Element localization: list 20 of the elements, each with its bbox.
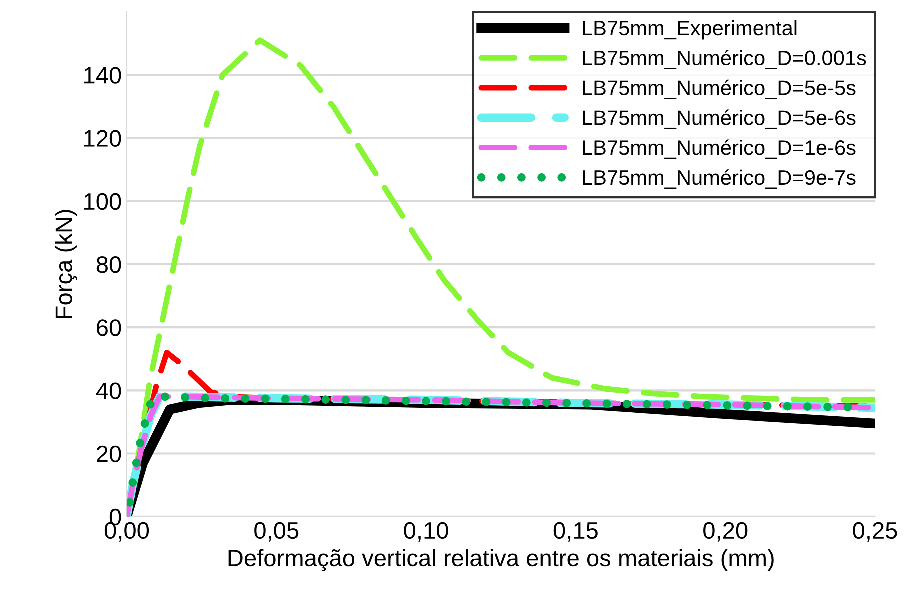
y-tick-label: 40 xyxy=(96,382,122,400)
legend-label: LB75mm_Numérico_D=5e-5s xyxy=(583,80,856,100)
x-tick-label: 0,20 xyxy=(704,522,748,542)
legend-label: LB75mm_Experimental xyxy=(583,20,797,40)
x-tick-label: 0,10 xyxy=(404,522,448,542)
x-axis-title: Deformação vertical relativa entre os materiais (mm) xyxy=(228,549,774,572)
legend-label: LB75mm_Numérico_D=0.001s xyxy=(583,50,866,70)
y-tick-label: 80 xyxy=(96,256,122,274)
x-tick-label: 0,25 xyxy=(853,522,898,542)
y-tick-label: 120 xyxy=(84,130,122,148)
x-tick-label: 0,05 xyxy=(254,522,299,542)
x-tick-label: 0,15 xyxy=(554,522,598,542)
y-axis-title: Força (kN) xyxy=(55,210,78,318)
y-tick-label: 60 xyxy=(97,320,122,336)
y-tick-label: 20 xyxy=(97,446,122,463)
legend-label: LB75mm_Numérico_D=9e-7s xyxy=(583,170,856,190)
y-tick-label: 140 xyxy=(84,67,122,84)
legend-label: LB75mm_Numérico_D=5e-6s xyxy=(583,110,856,130)
legend-label: LB75mm_Numérico_D=1e-6s xyxy=(583,140,856,160)
y-tick-label: 100 xyxy=(84,193,122,210)
